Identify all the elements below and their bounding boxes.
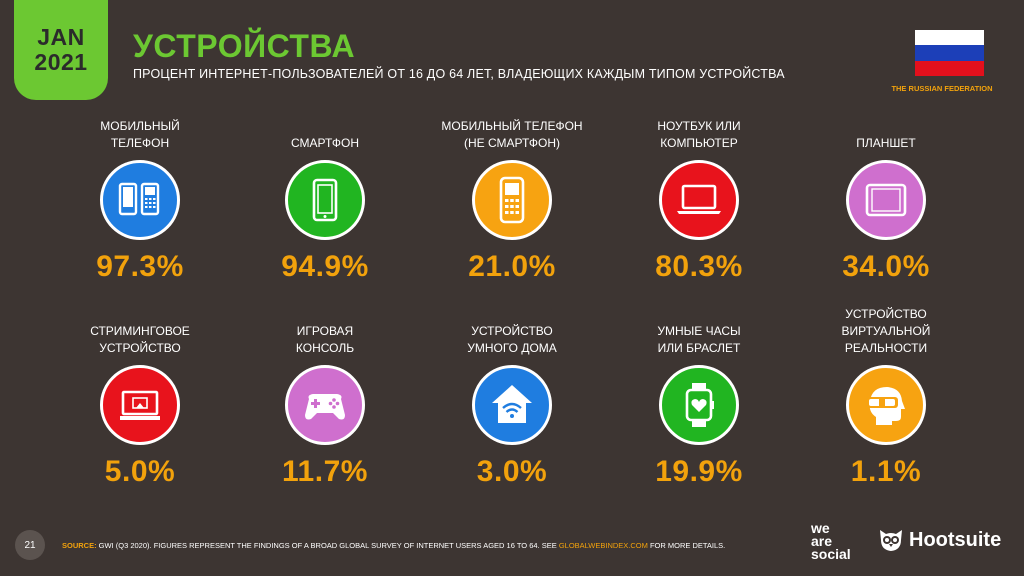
- hootsuite-logo: Hootsuite: [878, 528, 1001, 552]
- device-label: МОБИЛЬНЫЙ ТЕЛЕФОН (НЕ СМАРТФОН): [441, 119, 583, 150]
- device-label: УСТРОЙСТВО УМНОГО ДОМА: [467, 324, 557, 355]
- device-label: ИГРОВАЯ КОНСОЛЬ: [295, 324, 355, 355]
- vr-headset-icon: [866, 387, 905, 425]
- device-value: 5.0%: [104, 455, 176, 488]
- device-value: 34.0%: [842, 250, 930, 283]
- device-icon-circle: [472, 365, 552, 445]
- we-are-social-logo: we are social: [811, 520, 851, 562]
- device-value: 97.3%: [96, 250, 184, 283]
- page-title: УСТРОЙСТВА: [133, 28, 356, 64]
- device-label: УМНЫЕ ЧАСЫ ИЛИ БРАСЛЕТ: [657, 324, 741, 355]
- device-value: 80.3%: [655, 250, 743, 283]
- device-item: ИГРОВАЯ КОНСОЛЬ 11.7%: [240, 317, 410, 489]
- device-item: УСТРОЙСТВО УМНОГО ДОМА 3.0%: [427, 317, 597, 489]
- smartphone-icon: [312, 178, 338, 222]
- date-month: JAN: [37, 24, 85, 50]
- device-label: ПЛАНШЕТ: [856, 136, 916, 150]
- device-item: МОБИЛЬНЫЙ ТЕЛЕФОН (НЕ СМАРТФОН) 21.0%: [427, 112, 597, 284]
- device-value: 21.0%: [468, 250, 556, 283]
- flag-stripe-red: [915, 60, 984, 76]
- smartwatch-icon: [685, 383, 714, 427]
- source-link[interactable]: GLOBALWEBINDEX.COM: [558, 541, 648, 550]
- device-item: СМАРТФОН 94.9%: [240, 112, 410, 284]
- source-note: SOURCE: GWI (Q3 2020). FIGURES REPRESENT…: [62, 541, 725, 550]
- device-item: СТРИМИНГОВОЕ УСТРОЙСТВО 5.0%: [55, 317, 225, 489]
- device-icon-circle: [100, 160, 180, 240]
- device-label: НОУТБУК ИЛИ КОМПЬЮТЕР: [657, 119, 741, 150]
- page-subtitle: ПРОЦЕНТ ИНТЕРНЕТ-ПОЛЬЗОВАТЕЛЕЙ ОТ 16 ДО …: [133, 67, 785, 81]
- device-icon-circle: [285, 160, 365, 240]
- device-icon-circle: [846, 365, 926, 445]
- device-icon-circle: [472, 160, 552, 240]
- device-icon-circle: [100, 365, 180, 445]
- page-number: 21: [15, 530, 45, 560]
- device-value: 3.0%: [476, 455, 548, 488]
- smart-home-icon: [492, 385, 532, 423]
- country-name: THE RUSSIAN FEDERATION: [891, 84, 993, 93]
- device-label: УСТРОЙСТВО ВИРТУАЛЬНОЙ РЕАЛЬНОСТИ: [841, 307, 931, 355]
- flag-stripe-white: [915, 30, 984, 46]
- gamepad-icon: [305, 394, 345, 420]
- device-icon-circle: [846, 160, 926, 240]
- device-icon-circle: [285, 365, 365, 445]
- device-value: 19.9%: [655, 455, 743, 488]
- device-value: 94.9%: [281, 250, 369, 283]
- source-tail: FOR MORE DETAILS.: [647, 541, 726, 550]
- date-badge: JAN 2021: [14, 0, 108, 100]
- russia-flag-icon: [915, 30, 984, 76]
- device-label: СТРИМИНГОВОЕ УСТРОЙСТВО: [90, 324, 190, 355]
- owl-icon: [880, 530, 902, 551]
- device-item: УМНЫЕ ЧАСЫ ИЛИ БРАСЛЕТ 19.9%: [614, 317, 784, 489]
- hootsuite-wordmark: Hootsuite: [909, 528, 1002, 551]
- feature-phone-icon: [499, 176, 525, 224]
- device-item: НОУТБУК ИЛИ КОМПЬЮТЕР 80.3%: [614, 112, 784, 284]
- date-year: 2021: [34, 49, 88, 75]
- device-icon-circle: [659, 365, 739, 445]
- device-item: УСТРОЙСТВО ВИРТУАЛЬНОЙ РЕАЛЬНОСТИ 1.1%: [801, 307, 971, 489]
- source-text: GWI (Q3 2020). FIGURES REPRESENT THE FIN…: [96, 541, 559, 550]
- flag-stripe-blue: [915, 45, 984, 61]
- device-label: МОБИЛЬНЫЙ ТЕЛЕФОН: [100, 119, 180, 150]
- source-label: SOURCE:: [62, 541, 97, 550]
- laptop-icon: [677, 184, 721, 214]
- device-label: СМАРТФОН: [290, 136, 360, 150]
- tablet-icon: [865, 183, 907, 217]
- device-item: МОБИЛЬНЫЙ ТЕЛЕФОН 97.3%: [55, 112, 225, 284]
- device-icon-circle: [659, 160, 739, 240]
- mobile-phones-icon: [118, 182, 160, 216]
- device-item: ПЛАНШЕТ 34.0%: [801, 112, 971, 284]
- device-value: 11.7%: [282, 455, 368, 488]
- device-value: 1.1%: [850, 455, 922, 488]
- streaming-device-icon: [120, 390, 160, 420]
